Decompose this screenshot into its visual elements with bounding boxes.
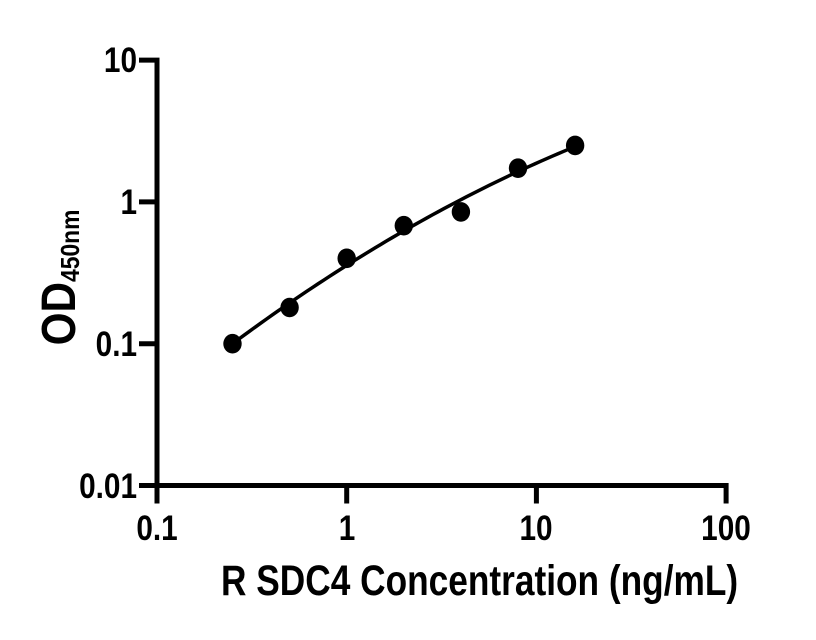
x-axis-title-text: R SDC4 Concentration (ng/mL) — [221, 557, 739, 605]
data-point-marker-2 — [280, 297, 299, 318]
x-tick-label-10: 10 — [519, 508, 553, 548]
data-point-marker-5 — [451, 202, 471, 222]
x-axis-line — [157, 483, 729, 504]
x-axis-title: R SDC4 Concentration (ng/mL) — [221, 559, 738, 603]
x-tick-label-1: 1 — [338, 508, 355, 548]
x-tick-label-100: 100 — [701, 508, 751, 548]
data-point-marker-4 — [394, 215, 414, 236]
x-tick-label-0.1: 0.1 — [136, 508, 178, 548]
y-axis-line — [139, 57, 160, 504]
y-axis-title-subscript: 450nm — [55, 209, 85, 283]
data-point-marker-1 — [223, 333, 242, 354]
y-tick-label-0.1: 0.1 — [95, 324, 137, 364]
y-tick-label-1: 1 — [120, 182, 137, 222]
data-point-marker-3 — [337, 248, 356, 269]
y-tick-label-0.01: 0.01 — [79, 466, 137, 506]
y-tick-label-10: 10 — [103, 41, 137, 81]
data-point-marker-7 — [565, 135, 585, 156]
data-point-marker-6 — [508, 158, 528, 178]
